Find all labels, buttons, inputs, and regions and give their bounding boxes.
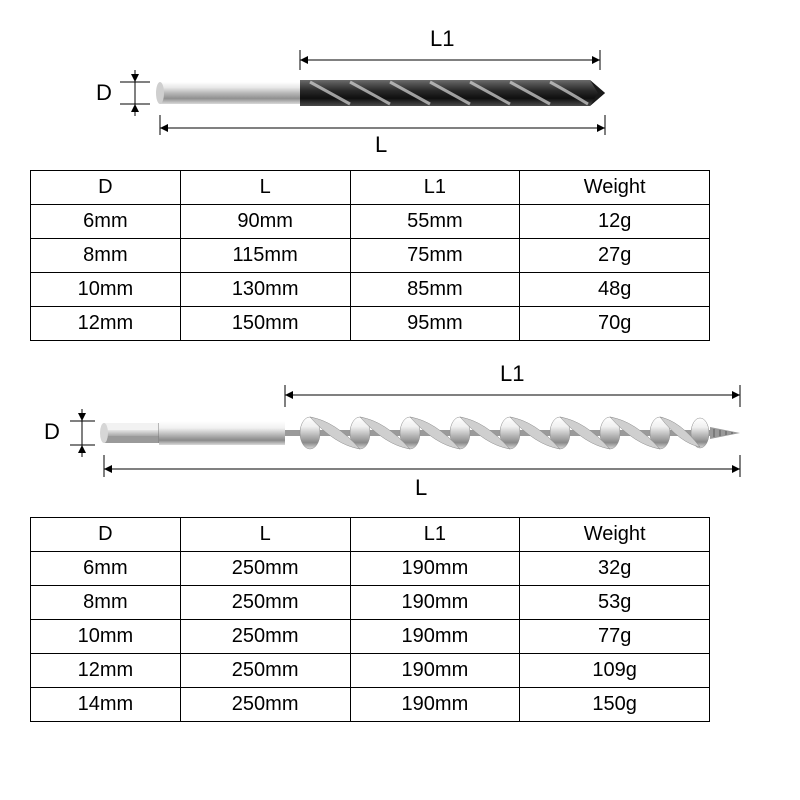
- table-cell: 12mm: [31, 654, 181, 688]
- table-cell: 75mm: [350, 239, 520, 273]
- label-d-left: D: [96, 80, 112, 106]
- table-cell: 27g: [520, 239, 710, 273]
- table-cell: 95mm: [350, 307, 520, 341]
- table-row: 12mm250mm190mm109g: [31, 654, 710, 688]
- table-row: 8mm115mm75mm27g: [31, 239, 710, 273]
- table-cell: 48g: [520, 273, 710, 307]
- drill-svg-long: [30, 357, 770, 507]
- table-cell: 10mm: [31, 273, 181, 307]
- table-cell: 250mm: [180, 620, 350, 654]
- table-cell: 190mm: [350, 688, 520, 722]
- table-cell: 250mm: [180, 586, 350, 620]
- label-l-bottom-2: L: [415, 475, 427, 501]
- label-l-bottom: L: [375, 132, 387, 158]
- column-header: L: [180, 171, 350, 205]
- table-cell: 53g: [520, 586, 710, 620]
- table-cell: 12g: [520, 205, 710, 239]
- drill-diagram-long: L1 D L: [30, 357, 770, 507]
- label-l1-top-2: L1: [500, 361, 524, 387]
- table-cell: 130mm: [180, 273, 350, 307]
- label-d-left-2: D: [44, 419, 60, 445]
- table-cell: 8mm: [31, 239, 181, 273]
- table-cell: 115mm: [180, 239, 350, 273]
- table-cell: 190mm: [350, 654, 520, 688]
- table-cell: 190mm: [350, 620, 520, 654]
- column-header: L: [180, 518, 350, 552]
- drill-svg-short: [30, 20, 770, 160]
- table-cell: 70g: [520, 307, 710, 341]
- table-row: 14mm250mm190mm150g: [31, 688, 710, 722]
- table-cell: 77g: [520, 620, 710, 654]
- table-cell: 8mm: [31, 586, 181, 620]
- table-cell: 250mm: [180, 654, 350, 688]
- table-cell: 14mm: [31, 688, 181, 722]
- table-cell: 10mm: [31, 620, 181, 654]
- table-cell: 55mm: [350, 205, 520, 239]
- table-cell: 150g: [520, 688, 710, 722]
- spec-table-short: DLL1Weight6mm90mm55mm12g8mm115mm75mm27g1…: [30, 170, 710, 341]
- table-cell: 90mm: [180, 205, 350, 239]
- column-header: L1: [350, 518, 520, 552]
- table-cell: 12mm: [31, 307, 181, 341]
- table-row: 8mm250mm190mm53g: [31, 586, 710, 620]
- table-cell: 32g: [520, 552, 710, 586]
- table-cell: 109g: [520, 654, 710, 688]
- table-cell: 150mm: [180, 307, 350, 341]
- table-row: 10mm130mm85mm48g: [31, 273, 710, 307]
- column-header: Weight: [520, 518, 710, 552]
- table-cell: 85mm: [350, 273, 520, 307]
- table-row: 6mm90mm55mm12g: [31, 205, 710, 239]
- column-header: D: [31, 171, 181, 205]
- table-cell: 250mm: [180, 688, 350, 722]
- column-header: L1: [350, 171, 520, 205]
- table-cell: 190mm: [350, 552, 520, 586]
- table-row: 10mm250mm190mm77g: [31, 620, 710, 654]
- table-cell: 6mm: [31, 205, 181, 239]
- column-header: Weight: [520, 171, 710, 205]
- label-l1-top: L1: [430, 26, 454, 52]
- table-cell: 190mm: [350, 586, 520, 620]
- table-cell: 6mm: [31, 552, 181, 586]
- drill-diagram-short: L1 D L: [30, 20, 770, 160]
- column-header: D: [31, 518, 181, 552]
- table-row: 6mm250mm190mm32g: [31, 552, 710, 586]
- table-cell: 250mm: [180, 552, 350, 586]
- spec-table-long: DLL1Weight6mm250mm190mm32g8mm250mm190mm5…: [30, 517, 710, 722]
- table-row: 12mm150mm95mm70g: [31, 307, 710, 341]
